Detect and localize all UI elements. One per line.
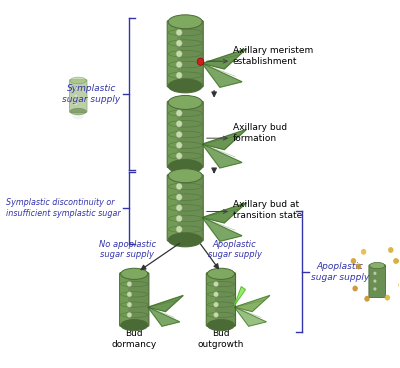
Circle shape	[373, 287, 376, 291]
Circle shape	[214, 302, 218, 307]
Polygon shape	[148, 307, 180, 326]
FancyBboxPatch shape	[167, 21, 203, 87]
Circle shape	[176, 205, 182, 211]
Polygon shape	[202, 144, 242, 168]
Polygon shape	[202, 203, 246, 223]
Ellipse shape	[70, 77, 86, 84]
Circle shape	[398, 282, 400, 288]
Circle shape	[127, 282, 132, 287]
Polygon shape	[202, 49, 246, 69]
Circle shape	[373, 272, 376, 275]
Ellipse shape	[168, 95, 202, 109]
Polygon shape	[234, 307, 266, 326]
Circle shape	[176, 131, 182, 138]
Ellipse shape	[121, 268, 148, 279]
Ellipse shape	[168, 15, 202, 29]
Circle shape	[361, 249, 366, 255]
FancyBboxPatch shape	[206, 273, 236, 326]
FancyBboxPatch shape	[167, 175, 203, 241]
Circle shape	[176, 153, 182, 159]
Circle shape	[351, 258, 356, 264]
Circle shape	[176, 194, 182, 201]
Ellipse shape	[168, 160, 202, 174]
Circle shape	[364, 296, 370, 302]
FancyBboxPatch shape	[69, 80, 87, 112]
Circle shape	[214, 292, 218, 297]
Circle shape	[393, 258, 399, 264]
Circle shape	[127, 292, 132, 297]
Text: Axillary bud
formation: Axillary bud formation	[233, 123, 287, 143]
Text: Apoplastic
sugar supply: Apoplastic sugar supply	[311, 262, 369, 282]
Circle shape	[176, 226, 182, 233]
Circle shape	[176, 110, 182, 116]
Text: Symplastic
sugar supply: Symplastic sugar supply	[62, 84, 121, 104]
Circle shape	[176, 183, 182, 190]
Polygon shape	[234, 287, 245, 305]
Circle shape	[176, 50, 182, 57]
Ellipse shape	[207, 319, 234, 331]
Ellipse shape	[370, 262, 385, 269]
Polygon shape	[202, 217, 242, 241]
Circle shape	[388, 247, 394, 253]
Circle shape	[214, 282, 218, 287]
Circle shape	[176, 120, 182, 127]
Circle shape	[127, 302, 132, 307]
Text: Bud
dormancy: Bud dormancy	[112, 329, 157, 349]
Ellipse shape	[207, 268, 234, 279]
Text: No apoplastic
sugar supply: No apoplastic sugar supply	[99, 240, 156, 259]
Circle shape	[176, 61, 182, 68]
FancyBboxPatch shape	[207, 273, 215, 326]
Ellipse shape	[366, 252, 389, 268]
Circle shape	[176, 29, 182, 36]
Circle shape	[74, 86, 77, 90]
Circle shape	[176, 72, 182, 78]
Ellipse shape	[72, 115, 84, 119]
Circle shape	[385, 295, 390, 301]
FancyBboxPatch shape	[167, 101, 203, 168]
Circle shape	[356, 263, 361, 269]
Circle shape	[398, 258, 400, 264]
Circle shape	[352, 286, 358, 291]
Text: Axillary meristem
establishment: Axillary meristem establishment	[233, 46, 313, 66]
Circle shape	[176, 215, 182, 222]
FancyBboxPatch shape	[369, 265, 386, 297]
Circle shape	[197, 58, 204, 65]
Circle shape	[74, 102, 77, 106]
Text: Bud
outgrowth: Bud outgrowth	[198, 329, 244, 349]
FancyBboxPatch shape	[120, 273, 128, 326]
Ellipse shape	[168, 79, 202, 93]
Text: Apoplastic
sugar supply: Apoplastic sugar supply	[208, 240, 262, 259]
Polygon shape	[148, 296, 183, 312]
Text: Symplastic discontinuity or
insufficient symplastic sugar: Symplastic discontinuity or insufficient…	[6, 198, 121, 217]
Circle shape	[176, 40, 182, 46]
Circle shape	[373, 280, 376, 283]
Circle shape	[127, 312, 132, 318]
FancyBboxPatch shape	[168, 102, 178, 167]
Polygon shape	[202, 63, 242, 87]
Ellipse shape	[168, 169, 202, 183]
Ellipse shape	[168, 233, 202, 247]
Text: Axillary bud at
transition state: Axillary bud at transition state	[233, 199, 302, 220]
Ellipse shape	[121, 319, 148, 331]
FancyBboxPatch shape	[168, 21, 178, 87]
FancyBboxPatch shape	[120, 273, 149, 326]
Circle shape	[214, 312, 218, 318]
Ellipse shape	[70, 108, 86, 115]
Polygon shape	[202, 130, 246, 150]
FancyBboxPatch shape	[168, 175, 178, 241]
Circle shape	[74, 94, 77, 98]
Circle shape	[176, 142, 182, 149]
Polygon shape	[234, 296, 270, 312]
